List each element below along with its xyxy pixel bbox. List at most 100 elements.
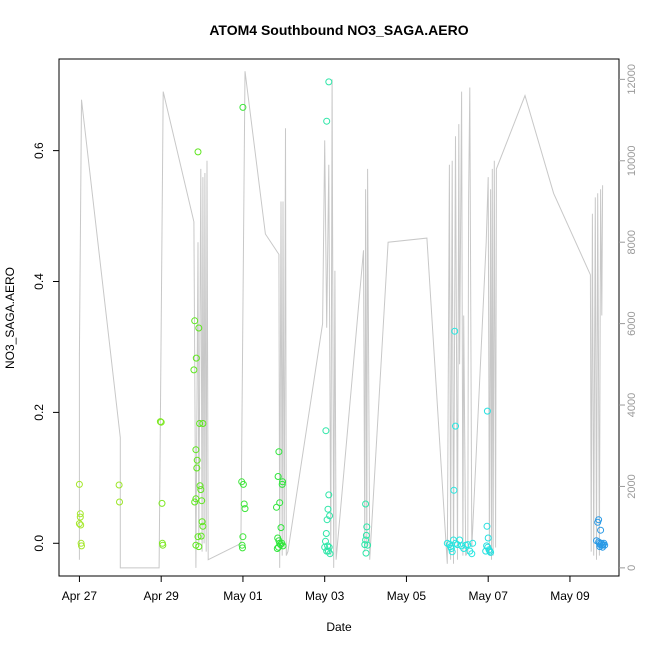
data-point [487, 548, 495, 556]
points-layer [75, 78, 609, 558]
data-point [76, 510, 84, 518]
data-point [277, 524, 285, 532]
data-point [451, 327, 459, 335]
data-point [192, 354, 200, 362]
x-tick-label: Apr 29 [144, 589, 180, 603]
data-point [279, 542, 287, 550]
data-point [192, 446, 200, 454]
data-point [322, 530, 330, 537]
data-point [322, 427, 330, 435]
data-point [191, 498, 199, 506]
x-axis-label: Date [326, 620, 352, 634]
y2-tick-label: 10000 [626, 145, 638, 176]
data-point [199, 522, 207, 530]
y2-tick-label: 12000 [626, 64, 638, 95]
y-tick-label: 0.0 [32, 535, 46, 552]
data-point [596, 543, 604, 551]
data-point [75, 520, 83, 528]
data-point [278, 480, 286, 488]
data-point [116, 498, 123, 506]
data-point [325, 78, 333, 86]
data-point [157, 418, 165, 426]
data-point [362, 531, 370, 539]
secondary-series-layer [78, 71, 604, 569]
x-tick-label: May 09 [550, 589, 590, 603]
data-point [601, 541, 609, 549]
data-point [193, 456, 201, 464]
x-tick-label: May 07 [469, 589, 509, 603]
data-point [239, 480, 247, 488]
data-point [240, 500, 248, 508]
data-point [195, 324, 203, 332]
data-point [156, 418, 164, 426]
data-point [324, 505, 332, 513]
plot-frame [58, 58, 620, 577]
data-point [364, 541, 372, 549]
data-point [484, 534, 492, 542]
data-point [198, 518, 206, 526]
data-point [275, 448, 283, 456]
data-point [279, 478, 287, 486]
data-point [199, 420, 207, 427]
data-point [599, 543, 607, 551]
data-point [190, 366, 198, 374]
data-point [239, 533, 247, 541]
data-point [482, 547, 490, 555]
data-point [194, 148, 202, 156]
data-point [325, 491, 333, 499]
data-point [197, 532, 205, 540]
data-point [597, 526, 605, 534]
data-point [362, 549, 370, 557]
data-point [159, 541, 167, 549]
data-point [194, 533, 202, 541]
data-point [191, 317, 199, 325]
data-point [362, 500, 370, 508]
x-tick-label: May 05 [387, 589, 427, 603]
data-point [198, 497, 206, 505]
data-point [193, 464, 201, 472]
y2-tick-label: 6000 [626, 311, 638, 335]
data-point [275, 543, 282, 551]
data-point [78, 542, 85, 550]
data-point [241, 505, 249, 513]
data-point [486, 547, 494, 555]
y-tick-label: 0.4 [32, 273, 46, 290]
data-point [76, 513, 84, 521]
data-point [239, 544, 246, 552]
data-point [273, 503, 280, 511]
data-point [469, 539, 477, 547]
data-point [239, 103, 247, 111]
data-point [324, 542, 332, 550]
data-point [464, 541, 472, 549]
data-point [323, 117, 331, 125]
x-tick-label: May 01 [223, 589, 263, 603]
y2-tick-label: 0 [626, 565, 638, 571]
data-point [452, 422, 459, 430]
data-point [323, 516, 331, 524]
y-tick-label: 0.2 [32, 404, 46, 421]
data-point [363, 523, 371, 531]
y2-tick-label: 8000 [626, 230, 638, 254]
data-point [195, 543, 203, 551]
data-point [448, 548, 456, 556]
data-point [238, 541, 246, 549]
y-axis: 0.0 0.2 0.4 0.6 [32, 142, 59, 552]
chart-title: ATOM4 Southbound NO3_SAGA.AERO [209, 22, 468, 38]
x-tick-label: May 03 [305, 589, 345, 603]
data-point [456, 536, 464, 544]
data-point [450, 486, 458, 494]
data-point [196, 420, 204, 427]
data-point [483, 522, 491, 530]
y2-axis: 0 2000 4000 6000 8000 10000 12000 [619, 64, 638, 571]
data-point [483, 407, 491, 415]
data-point [276, 499, 284, 507]
data-point [77, 539, 85, 547]
data-point [77, 521, 85, 529]
data-point [594, 518, 602, 526]
data-point [158, 499, 166, 507]
data-point [361, 541, 369, 549]
data-point [75, 480, 83, 488]
data-point [115, 481, 123, 489]
secondary-series-line [78, 71, 604, 569]
